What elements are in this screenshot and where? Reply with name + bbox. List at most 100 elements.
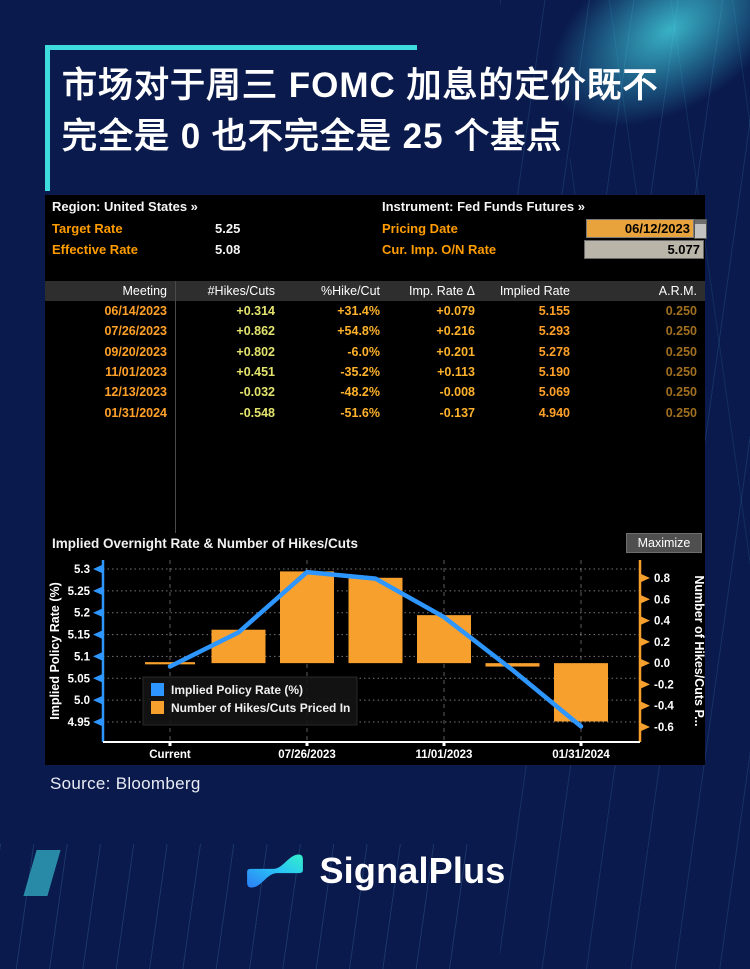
bloomberg-terminal-panel: Region: United States » Instrument: Fed …	[45, 195, 707, 765]
table-cell: +0.079	[436, 304, 475, 319]
right-axis-label: Number of Hikes/Cuts P...	[692, 575, 705, 726]
cur-imp-on-rate-field[interactable]: 5.077	[584, 240, 704, 259]
table-row[interactable]: 12/13/2023 -0.032 -48.2% -0.008 5.069 0.250	[45, 382, 705, 402]
page-title-line1: 市场对于周三 FOMC 加息的定价既不	[62, 66, 659, 105]
svg-text:Number of Hikes/Cuts Priced In: Number of Hikes/Cuts Priced In	[171, 701, 350, 715]
table-cell: 12/13/2023	[104, 385, 167, 400]
table-cell: 5.190	[538, 365, 570, 380]
instrument-selector[interactable]: Instrument: Fed Funds Futures »	[382, 199, 585, 214]
svg-text:-0.2: -0.2	[654, 679, 674, 691]
table-cell: 4.940	[538, 405, 570, 420]
table-cell: -6.0%	[347, 344, 380, 359]
table-cell: 0.250	[665, 385, 697, 400]
table-cell: +31.4%	[337, 304, 380, 319]
x-axis: Current 07/26/2023 11/01/2023 01/31/2024	[103, 741, 640, 761]
brand-logo: SignalPlus	[0, 846, 750, 896]
table-row[interactable]: 06/14/2023 +0.314 +31.4% +0.079 5.155 0.250	[45, 301, 705, 321]
svg-text:5.05: 5.05	[68, 673, 91, 685]
target-rate-label: Target Rate	[52, 221, 123, 236]
region-selector[interactable]: Region: United States »	[52, 199, 198, 214]
target-rate-value: 5.25	[215, 221, 241, 236]
table-cell: 5.069	[538, 385, 570, 400]
effective-rate-label: Effective Rate	[52, 242, 138, 257]
column-header-5: A.R.M.	[658, 284, 697, 298]
table-cell: 0.250	[665, 405, 697, 420]
title-accent-left	[45, 45, 50, 191]
source-note: Source: Bloomberg	[50, 774, 201, 793]
table-cell: -0.032	[239, 385, 275, 400]
svg-text:5.25: 5.25	[68, 586, 91, 598]
table-row[interactable]: 07/26/2023 +0.862 +54.8% +0.216 5.293 0.250	[45, 321, 705, 341]
table-cell: +0.314	[236, 304, 275, 319]
table-cell: 0.250	[665, 344, 697, 359]
column-header-4: Implied Rate	[499, 284, 570, 298]
table-cell: 0.250	[665, 324, 697, 339]
table-header-row: Meeting #Hikes/Cuts %Hike/Cut Imp. Rate Δ Im…	[45, 281, 705, 301]
svg-text:4.95: 4.95	[68, 717, 91, 729]
title-accent-top	[45, 45, 417, 50]
chart-header: Implied Overnight Rate & Number of Hikes…	[45, 533, 705, 555]
table-row[interactable]: 11/01/2023 +0.451 -35.2% +0.113 5.190 0.250	[45, 362, 705, 382]
table-cell: -51.6%	[340, 405, 380, 420]
implied-rate-chart: 5.3 5.25 5.2 5.15 5.1 5.05 5.0 4.95 Implied Poli…	[48, 560, 705, 761]
svg-text:11/01/2023: 11/01/2023	[416, 749, 473, 761]
svg-text:5.0: 5.0	[74, 695, 90, 707]
svg-text:0.6: 0.6	[654, 594, 670, 606]
table-cell: 07/26/2023	[104, 324, 167, 339]
table-cell: 09/20/2023	[104, 344, 167, 359]
table-cell: +54.8%	[337, 324, 380, 339]
table-cell: 5.278	[538, 344, 570, 359]
svg-text:-0.4: -0.4	[654, 701, 674, 713]
effective-rate-value: 5.08	[215, 242, 241, 257]
table-row[interactable]: 09/20/2023 +0.802 -6.0% +0.201 5.278 0.250	[45, 342, 705, 362]
svg-text:0.2: 0.2	[654, 637, 670, 649]
meetings-table: Meeting #Hikes/Cuts %Hike/Cut Imp. Rate Δ Im…	[45, 281, 705, 423]
left-axis-label: Implied Policy Rate (%)	[48, 582, 62, 720]
table-cell: -0.548	[239, 405, 275, 420]
brand-name: SignalPlus	[319, 850, 506, 891]
svg-text:-0.6: -0.6	[654, 722, 674, 734]
svg-text:5.1: 5.1	[74, 651, 91, 663]
table-cell: 06/14/2023	[104, 304, 167, 319]
table-cell: 0.250	[665, 365, 697, 380]
page-title: 市场对于周三 FOMC 加息的定价既不 完全是 0 也不完全是 25 个基点	[62, 60, 702, 162]
table-row[interactable]: 01/31/2024 -0.548 -51.6% -0.137 4.940 0.250	[45, 402, 705, 422]
cur-imp-on-rate-label: Cur. Imp. O/N Rate	[382, 242, 497, 257]
table-cell: -0.008	[439, 385, 475, 400]
table-cell: +0.862	[236, 324, 275, 339]
svg-text:0.8: 0.8	[654, 573, 671, 585]
table-cell: 01/31/2024	[104, 405, 167, 420]
table-cell: 0.250	[665, 304, 697, 319]
pricing-date-label: Pricing Date	[382, 221, 458, 236]
chart-legend: Implied Policy Rate (%) Number of Hikes/C…	[142, 676, 358, 726]
right-axis: 0.8 0.6 0.4 0.2 0.0 -0.2 -0.4 -0.6 Number of Hik…	[638, 560, 705, 742]
column-header-3: Imp. Rate Δ	[408, 284, 475, 298]
maximize-button[interactable]: Maximize	[626, 533, 702, 553]
signalplus-logo-icon	[247, 854, 304, 888]
svg-text:Implied Policy Rate (%): Implied Policy Rate (%)	[171, 683, 303, 697]
svg-text:0.0: 0.0	[654, 658, 670, 670]
column-header-2: %Hike/Cut	[320, 284, 380, 298]
table-cell: -0.137	[439, 405, 475, 420]
column-header-1: #Hikes/Cuts	[207, 284, 275, 298]
calendar-icon[interactable]	[694, 219, 707, 239]
svg-text:0.4: 0.4	[654, 616, 671, 628]
table-cell: +0.216	[436, 324, 475, 339]
svg-text:Current: Current	[149, 749, 191, 761]
table-cell: 5.293	[538, 324, 570, 339]
table-cell: +0.113	[437, 365, 475, 380]
left-axis: 5.3 5.25 5.2 5.15 5.1 5.05 5.0 4.95 Implied Poli…	[48, 560, 105, 742]
column-header-0: Meeting	[122, 284, 167, 298]
table-cell: -35.2%	[340, 365, 380, 380]
pricing-date-input[interactable]: 06/12/2023	[586, 219, 694, 238]
table-cell: +0.201	[436, 344, 475, 359]
table-cell: 5.155	[538, 304, 570, 319]
line-series	[167, 569, 584, 729]
table-cell: +0.451	[236, 365, 275, 380]
table-cell: -48.2%	[340, 385, 380, 400]
chart-title: Implied Overnight Rate & Number of Hikes…	[52, 536, 359, 551]
svg-text:5.2: 5.2	[74, 608, 90, 620]
table-cell: 11/01/2023	[105, 365, 167, 380]
table-cell: +0.802	[236, 344, 275, 359]
svg-text:07/26/2023: 07/26/2023	[278, 749, 336, 761]
